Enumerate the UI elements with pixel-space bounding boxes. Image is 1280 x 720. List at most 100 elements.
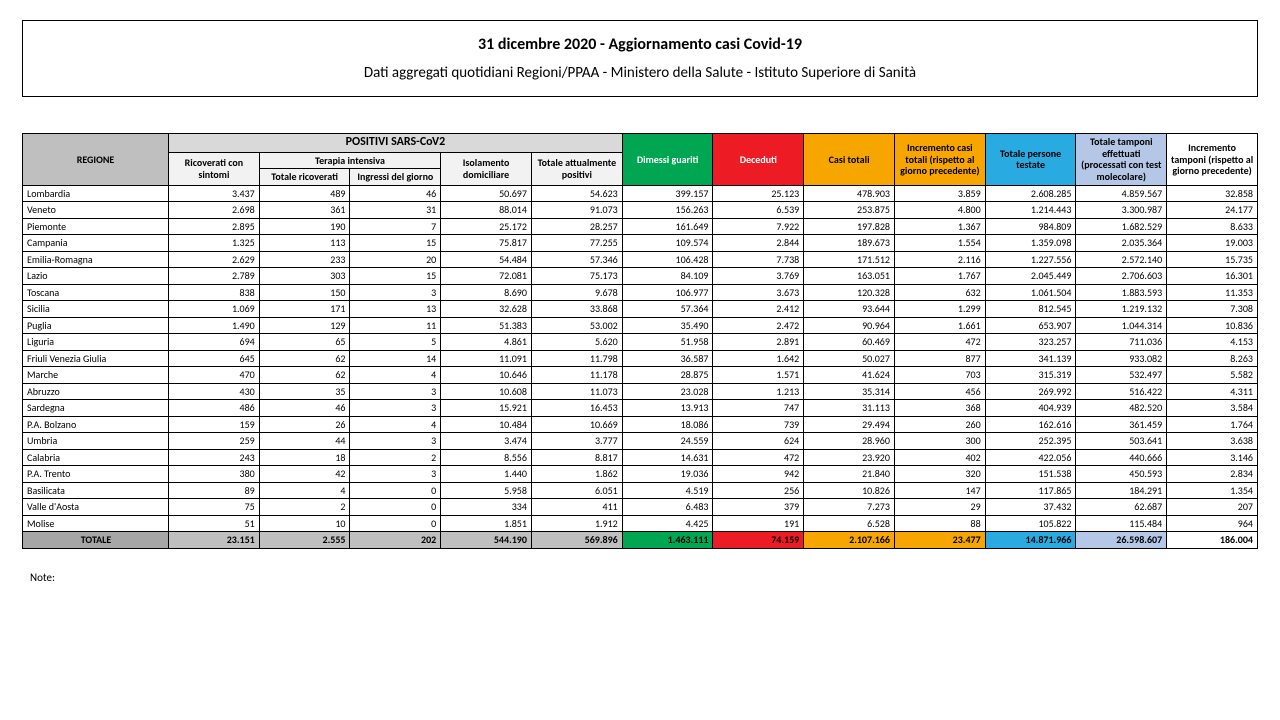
value-cell: 3.859 xyxy=(894,185,985,202)
value-cell: 10.836 xyxy=(1167,317,1258,334)
total-cell: 26.598.607 xyxy=(1076,532,1167,549)
col-persone: Totale persone testate xyxy=(985,134,1076,186)
value-cell: 129 xyxy=(259,317,350,334)
value-cell: 11.178 xyxy=(531,367,622,384)
value-cell: 2.895 xyxy=(169,218,260,235)
value-cell: 3 xyxy=(350,400,441,417)
value-cell: 8.817 xyxy=(531,449,622,466)
value-cell: 42 xyxy=(259,466,350,483)
value-cell: 10.646 xyxy=(441,367,532,384)
value-cell: 3.300.987 xyxy=(1076,202,1167,219)
value-cell: 1.044.314 xyxy=(1076,317,1167,334)
value-cell: 10.484 xyxy=(441,416,532,433)
value-cell: 4.859.567 xyxy=(1076,185,1167,202)
table-row: Friuli Venezia Giulia645621411.09111.798… xyxy=(23,350,1258,367)
value-cell: 15.921 xyxy=(441,400,532,417)
value-cell: 53.002 xyxy=(531,317,622,334)
value-cell: 62 xyxy=(259,367,350,384)
value-cell: 2 xyxy=(259,499,350,516)
value-cell: 31.113 xyxy=(804,400,895,417)
value-cell: 3 xyxy=(350,466,441,483)
value-cell: 28.257 xyxy=(531,218,622,235)
total-cell: 1.463.111 xyxy=(622,532,713,549)
value-cell: 106.977 xyxy=(622,284,713,301)
note-label: Note: xyxy=(22,571,1258,584)
region-cell: P.A. Trento xyxy=(23,466,169,483)
value-cell: 2.472 xyxy=(713,317,804,334)
page-title: 31 dicembre 2020 - Aggiornamento casi Co… xyxy=(33,35,1247,54)
value-cell: 300 xyxy=(894,433,985,450)
value-cell: 303 xyxy=(259,268,350,285)
value-cell: 0 xyxy=(350,482,441,499)
value-cell: 4.519 xyxy=(622,482,713,499)
value-cell: 984.809 xyxy=(985,218,1076,235)
value-cell: 1.213 xyxy=(713,383,804,400)
col-incr-tamp: Incremento tamponi (rispetto al giorno p… xyxy=(1167,134,1258,186)
value-cell: 46 xyxy=(259,400,350,417)
value-cell: 694 xyxy=(169,334,260,351)
value-cell: 75.173 xyxy=(531,268,622,285)
value-cell: 11 xyxy=(350,317,441,334)
value-cell: 44 xyxy=(259,433,350,450)
value-cell: 1.682.529 xyxy=(1076,218,1167,235)
value-cell: 3.474 xyxy=(441,433,532,450)
covid-table: REGIONE POSITIVI SARS-CoV2 Dimessi guari… xyxy=(22,133,1258,549)
region-cell: Emilia-Romagna xyxy=(23,251,169,268)
value-cell: 1.862 xyxy=(531,466,622,483)
value-cell: 361 xyxy=(259,202,350,219)
value-cell: 90.964 xyxy=(804,317,895,334)
value-cell: 115.484 xyxy=(1076,515,1167,532)
value-cell: 41.624 xyxy=(804,367,895,384)
region-cell: Valle d'Aosta xyxy=(23,499,169,516)
value-cell: 15 xyxy=(350,268,441,285)
value-cell: 57.364 xyxy=(622,301,713,318)
region-cell: P.A. Bolzano xyxy=(23,416,169,433)
value-cell: 11.091 xyxy=(441,350,532,367)
value-cell: 91.073 xyxy=(531,202,622,219)
value-cell: 50.697 xyxy=(441,185,532,202)
value-cell: 2.608.285 xyxy=(985,185,1076,202)
table-row: Umbria2594433.4743.77724.55962428.960300… xyxy=(23,433,1258,450)
table-row: Liguria6946554.8615.62051.9582.89160.469… xyxy=(23,334,1258,351)
value-cell: 77.255 xyxy=(531,235,622,252)
value-cell: 1.354 xyxy=(1167,482,1258,499)
value-cell: 1.661 xyxy=(894,317,985,334)
region-cell: Marche xyxy=(23,367,169,384)
value-cell: 89 xyxy=(169,482,260,499)
value-cell: 51.958 xyxy=(622,334,713,351)
value-cell: 28.960 xyxy=(804,433,895,450)
value-cell: 4.153 xyxy=(1167,334,1258,351)
value-cell: 256 xyxy=(713,482,804,499)
value-cell: 10 xyxy=(259,515,350,532)
value-cell: 25.123 xyxy=(713,185,804,202)
value-cell: 120.328 xyxy=(804,284,895,301)
value-cell: 106.428 xyxy=(622,251,713,268)
value-cell: 399.157 xyxy=(622,185,713,202)
region-cell: Campania xyxy=(23,235,169,252)
value-cell: 62.687 xyxy=(1076,499,1167,516)
value-cell: 422.056 xyxy=(985,449,1076,466)
region-cell: Lombardia xyxy=(23,185,169,202)
value-cell: 14.631 xyxy=(622,449,713,466)
value-cell: 877 xyxy=(894,350,985,367)
value-cell: 5.582 xyxy=(1167,367,1258,384)
value-cell: 190 xyxy=(259,218,350,235)
value-cell: 1.767 xyxy=(894,268,985,285)
table-row: Molise511001.8511.9124.4251916.52888105.… xyxy=(23,515,1258,532)
value-cell: 450.593 xyxy=(1076,466,1167,483)
total-cell: 186.004 xyxy=(1167,532,1258,549)
value-cell: 1.883.593 xyxy=(1076,284,1167,301)
value-cell: 10.608 xyxy=(441,383,532,400)
value-cell: 260 xyxy=(894,416,985,433)
value-cell: 54.484 xyxy=(441,251,532,268)
value-cell: 6.483 xyxy=(622,499,713,516)
value-cell: 456 xyxy=(894,383,985,400)
col-regione: REGIONE xyxy=(23,134,169,186)
value-cell: 252.395 xyxy=(985,433,1076,450)
value-cell: 1.061.504 xyxy=(985,284,1076,301)
value-cell: 2.412 xyxy=(713,301,804,318)
value-cell: 161.649 xyxy=(622,218,713,235)
value-cell: 489 xyxy=(259,185,350,202)
value-cell: 24.177 xyxy=(1167,202,1258,219)
value-cell: 747 xyxy=(713,400,804,417)
